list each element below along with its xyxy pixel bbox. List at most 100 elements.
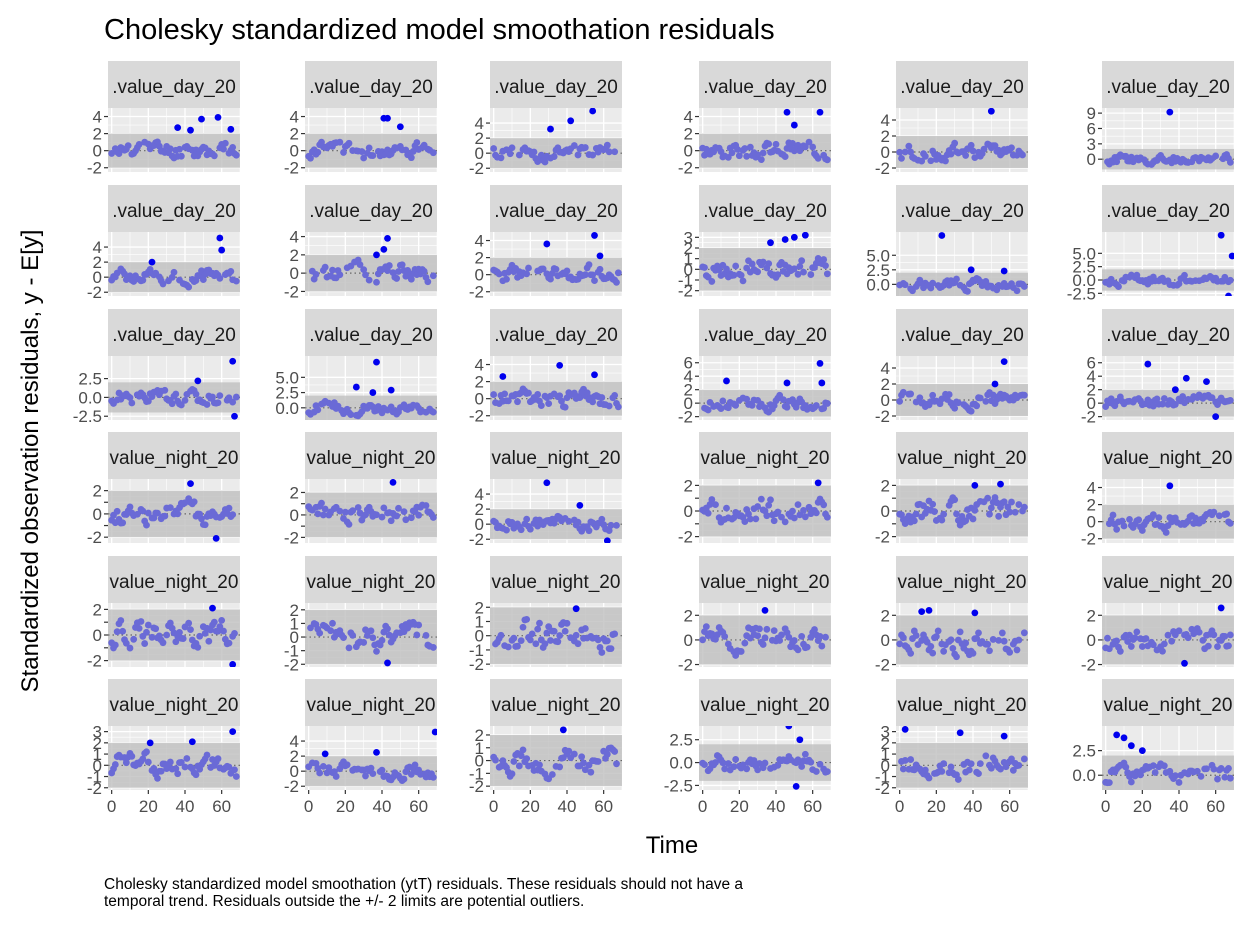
residual-point [1113, 526, 1121, 533]
residual-point [543, 629, 551, 637]
residual-point [969, 649, 977, 657]
residual-point [201, 521, 209, 529]
residual-point [1215, 512, 1223, 520]
residual-point [113, 628, 121, 636]
residual-point [1019, 151, 1026, 159]
residual-point [1204, 642, 1212, 650]
residual-point [170, 268, 178, 276]
outlier-point [814, 479, 822, 487]
facet-panel: value_night_20 -2 0 2 [284, 432, 437, 547]
y-tick-label: 1 [290, 614, 299, 633]
residual-point [539, 265, 547, 273]
outlier-point [1127, 742, 1135, 750]
outlier-point [589, 108, 597, 115]
residual-point [1015, 636, 1023, 644]
residual-point [218, 616, 226, 624]
residual-point [393, 275, 401, 282]
residual-point [607, 645, 615, 653]
residual-point [746, 515, 754, 523]
panel-body [490, 356, 622, 420]
y-tick-label: 4 [290, 228, 299, 247]
residual-point [336, 138, 344, 146]
residual-point [995, 636, 1003, 644]
residual-point [159, 280, 167, 288]
residual-point [712, 501, 719, 509]
residual-point [816, 632, 824, 640]
residual-point [229, 398, 237, 406]
y-tick-label: 2 [290, 246, 299, 265]
residual-point [1175, 779, 1183, 786]
residual-point [192, 771, 200, 779]
facet-strip [1102, 432, 1234, 479]
y-tick-label: 4 [684, 367, 693, 386]
residual-point [501, 390, 509, 398]
residual-point [942, 157, 949, 165]
residual-point [701, 264, 708, 271]
residual-point [971, 154, 979, 162]
residual-point [1184, 634, 1192, 642]
residual-point [823, 156, 831, 164]
facet-strip-label: .value_day_20 [1106, 325, 1230, 346]
residual-point [128, 752, 136, 760]
residual-point [495, 270, 503, 278]
facet-strip [108, 309, 240, 356]
residual-point [763, 625, 771, 633]
residual-point [1015, 761, 1023, 769]
y-tick-label: 2 [475, 598, 484, 617]
facet-strip [1102, 679, 1234, 726]
y-tick-label: -2.5 [664, 776, 693, 795]
y-tick-label: -2 [87, 528, 102, 547]
facet-strip-label: .value_day_20 [112, 77, 236, 98]
residual-point [789, 507, 796, 515]
residual-point [1226, 276, 1234, 284]
outlier-point [218, 246, 226, 254]
y-tick-label: 0.0 [78, 388, 102, 407]
residual-point [1226, 158, 1234, 166]
panel-body [699, 108, 831, 172]
residual-point [548, 771, 556, 778]
residual-point [969, 515, 977, 523]
y-tick-label: 2 [684, 606, 693, 625]
residual-point [818, 642, 826, 650]
residual-point [724, 404, 732, 412]
residual-point [1223, 510, 1231, 518]
residual-point [794, 270, 802, 278]
y-tick-label: 0 [475, 266, 484, 285]
residual-point [995, 512, 1003, 520]
facet-panel: value_night_20 -2 0 2 [875, 556, 1028, 675]
residual-point [429, 272, 437, 280]
y-tick-label: -2 [678, 159, 693, 178]
residual-point [574, 151, 582, 159]
residual-point [400, 508, 408, 516]
residual-point [198, 515, 205, 523]
y-tick-label: 2 [881, 375, 890, 394]
residual-point [552, 265, 560, 273]
residual-point [743, 395, 751, 403]
residual-point [704, 406, 712, 414]
residual-point [176, 145, 183, 153]
residual-point [614, 269, 622, 277]
outlier-point [918, 608, 926, 616]
residual-point [362, 626, 369, 634]
residual-point [800, 268, 807, 276]
residual-point [550, 627, 558, 635]
residual-point [614, 403, 622, 411]
residual-point [578, 753, 586, 761]
residual-point [951, 496, 959, 504]
residual-point [144, 397, 152, 405]
y-tick-label: 0 [684, 260, 693, 279]
residual-point [561, 627, 569, 635]
residual-point [721, 765, 729, 773]
residual-point [1210, 765, 1218, 773]
outlier-point [781, 236, 789, 243]
residual-point [1217, 765, 1225, 772]
y-tick-label: 0 [1087, 150, 1096, 169]
residual-point [232, 151, 240, 159]
residual-point [820, 256, 828, 263]
residual-point [183, 755, 191, 762]
residual-point [545, 400, 553, 407]
residual-point [901, 148, 909, 156]
residual-point [1226, 631, 1234, 639]
y-tick-label: 1 [881, 745, 890, 764]
